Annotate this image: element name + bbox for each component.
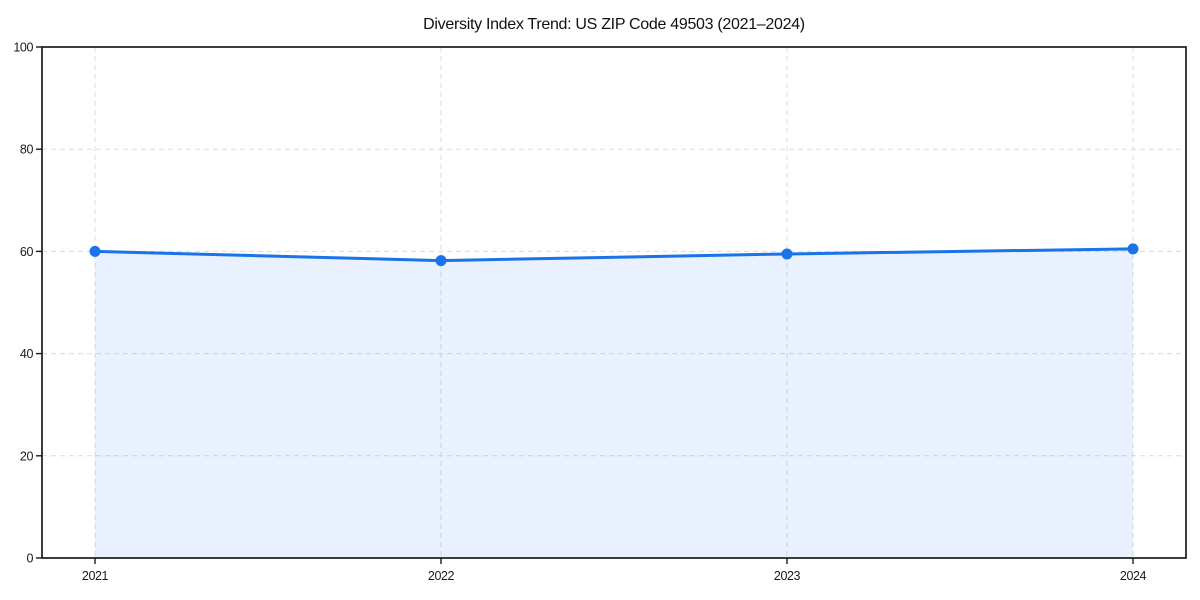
y-tick-label: 80: [20, 143, 34, 157]
data-point-2024: [1127, 243, 1139, 255]
data-point-2023: [781, 248, 793, 260]
x-tick-label: 2021: [82, 569, 109, 583]
chart-title: Diversity Index Trend: US ZIP Code 49503…: [423, 16, 805, 33]
y-tick-label: 60: [20, 245, 34, 259]
data-point-2021: [89, 245, 101, 257]
plot-border: [41, 46, 1187, 559]
x-tick-label: 2024: [1120, 569, 1147, 583]
area-fill: [95, 248, 1133, 558]
x-tick-label: 2023: [774, 569, 801, 583]
x-tick-label: 2022: [428, 569, 455, 583]
plot-area: 0 20 40 60 80 100 2021 2022 2023 2024: [13, 41, 1187, 583]
data-point-2022: [435, 255, 447, 267]
y-tick-label: 20: [20, 449, 34, 463]
y-tick-label: 40: [20, 347, 34, 361]
y-tick-label: 0: [26, 552, 33, 566]
trend-line: [93, 247, 1135, 263]
y-tick-label: 100: [13, 41, 33, 55]
